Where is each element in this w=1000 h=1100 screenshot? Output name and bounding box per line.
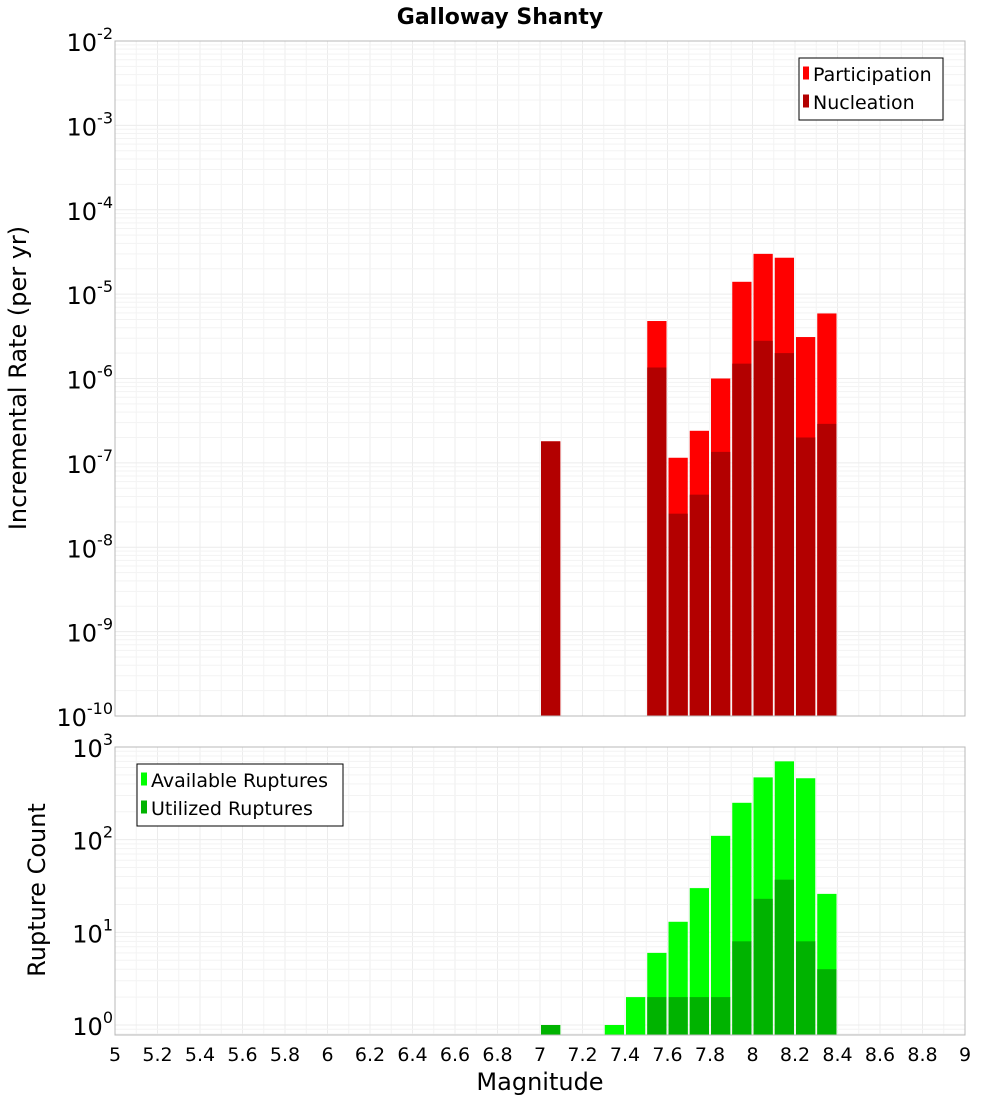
x-tick-label: 6: [321, 1044, 333, 1066]
y-tick-label: 102: [72, 823, 113, 856]
bar-nucleation: [711, 451, 731, 716]
y-tick-label: 100: [72, 1008, 113, 1041]
x-tick-label: 5.4: [185, 1044, 215, 1066]
bars: [541, 253, 837, 716]
bar-utilized-ruptures: [541, 1025, 561, 1035]
legend-swatch: [803, 66, 809, 80]
bar-nucleation: [774, 353, 794, 716]
x-tick-label: 8: [746, 1044, 758, 1066]
chart-title: Galloway Shanty: [397, 5, 603, 30]
bars: [541, 761, 837, 1035]
legend: Available Ruptures Utilized Ruptures: [136, 763, 344, 827]
bar-nucleation: [668, 513, 688, 716]
y-tick-label: 103: [72, 730, 113, 763]
x-tick-label: 5.2: [142, 1044, 172, 1066]
y-tick-label: 10-10: [56, 699, 113, 732]
bar-nucleation: [541, 441, 561, 716]
y-tick-label: 10-9: [67, 615, 114, 648]
bar-utilized-ruptures: [711, 997, 731, 1035]
y-tick-label: 10-8: [67, 530, 114, 563]
x-tick-label: 6.6: [440, 1044, 470, 1066]
legend-swatch: [141, 800, 147, 814]
bar-utilized-ruptures: [689, 997, 709, 1035]
bar-nucleation: [753, 340, 773, 716]
legend-swatch: [803, 94, 809, 108]
x-tick-label: 8.2: [780, 1044, 810, 1066]
y-tick-label: 10-3: [67, 108, 114, 141]
bar-nucleation: [817, 423, 837, 716]
y-tick-label: 10-2: [67, 24, 114, 57]
grid: [114, 40, 966, 717]
legend-label: Available Ruptures: [151, 770, 328, 792]
x-tick-label: 5: [109, 1044, 121, 1066]
bar-utilized-ruptures: [796, 941, 816, 1035]
x-tick-label: 6.4: [397, 1044, 427, 1066]
bar-utilized-ruptures: [668, 997, 688, 1035]
legend-label: Nucleation: [813, 92, 915, 114]
legend-label: Utilized Ruptures: [151, 798, 313, 820]
x-tick-label: 8.4: [822, 1044, 852, 1066]
y-tick-label: 10-5: [67, 277, 114, 310]
legend-box: [136, 763, 344, 827]
legend-box: [798, 57, 944, 121]
y-tick-labels: 10-10 10-9 10-8 10-7 10-6 10-5 10-4 10-3 10-2: [56, 24, 113, 732]
x-tick-label: 8.6: [865, 1044, 895, 1066]
y-tick-label: 10-7: [67, 446, 114, 479]
legend: Participation Nucleation: [798, 57, 944, 121]
bar-nucleation: [732, 363, 752, 716]
bar-nucleation: [796, 437, 816, 716]
bar-available-ruptures: [626, 997, 646, 1035]
bar-available-ruptures: [604, 1025, 624, 1035]
x-tick-label: 5.6: [227, 1044, 257, 1066]
x-tick-label: 5.8: [270, 1044, 300, 1066]
top-y-axis-label: Incremental Rate (per yr): [4, 226, 32, 530]
bottom-y-axis-label: Rupture Count: [23, 803, 51, 977]
bar-utilized-ruptures: [817, 969, 837, 1035]
x-tick-labels: 5 5.2 5.4 5.6 5.8 6 6.2 6.4 6.6 6.8 7 7.2 7.4 7.6 7.8 8…: [109, 1044, 971, 1066]
x-tick-label: 7.6: [652, 1044, 682, 1066]
y-tick-label: 101: [72, 915, 113, 948]
bar-nucleation: [689, 494, 709, 716]
legend-swatch: [141, 772, 147, 786]
x-tick-label: 9: [959, 1044, 971, 1066]
x-tick-label: 8.8: [907, 1044, 937, 1066]
x-tick-label: 6.2: [355, 1044, 385, 1066]
y-tick-label: 10-6: [67, 362, 114, 395]
rate-panel: 10-10 10-9 10-8 10-7 10-6 10-5 10-4 10-3 10-2 Par…: [56, 24, 966, 732]
x-tick-label: 7.2: [567, 1044, 597, 1066]
plot-frame: [114, 40, 966, 717]
x-tick-label: 7.8: [695, 1044, 725, 1066]
x-axis-label: Magnitude: [476, 1068, 603, 1096]
bar-utilized-ruptures: [647, 997, 667, 1035]
x-tick-label: 6.8: [482, 1044, 512, 1066]
bar-available-ruptures: [711, 835, 731, 1035]
y-tick-label: 10-4: [67, 193, 114, 226]
x-tick-label: 7: [534, 1044, 546, 1066]
x-tick-label: 7.4: [610, 1044, 640, 1066]
bar-nucleation: [647, 367, 667, 716]
bar-utilized-ruptures: [732, 941, 752, 1035]
bar-utilized-ruptures: [753, 898, 773, 1035]
y-tick-labels: 100 101 102 103: [72, 730, 113, 1041]
legend-label: Participation: [813, 64, 932, 86]
plot-frame: [114, 746, 966, 1036]
bar-utilized-ruptures: [774, 879, 794, 1035]
